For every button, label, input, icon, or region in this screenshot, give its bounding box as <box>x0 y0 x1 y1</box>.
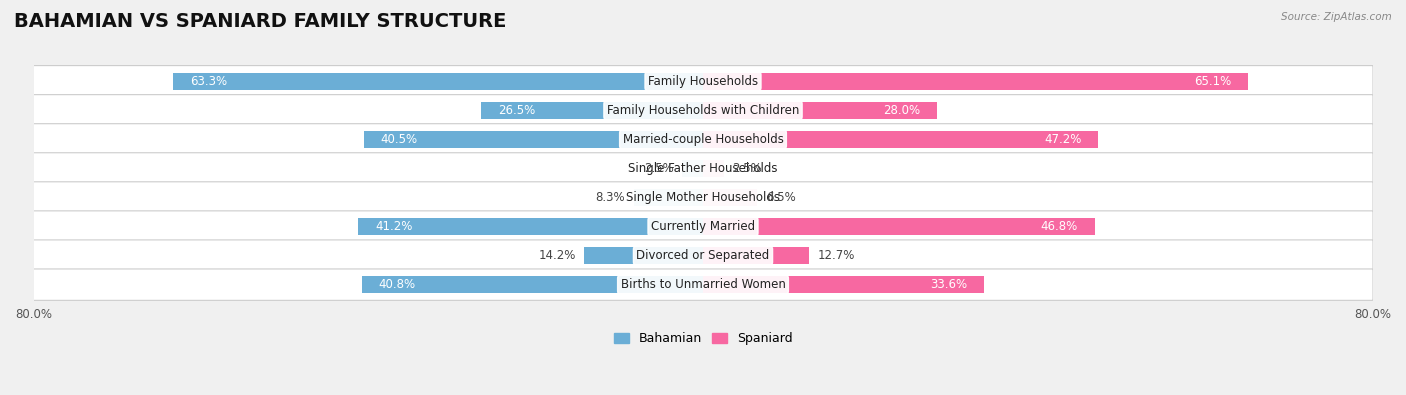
Text: 14.2%: 14.2% <box>538 249 576 262</box>
Text: Source: ZipAtlas.com: Source: ZipAtlas.com <box>1281 12 1392 22</box>
Text: Single Mother Households: Single Mother Households <box>626 191 780 204</box>
Text: 65.1%: 65.1% <box>1194 75 1232 88</box>
Bar <box>703 189 758 206</box>
Text: 8.3%: 8.3% <box>596 191 626 204</box>
FancyBboxPatch shape <box>32 153 1374 184</box>
Bar <box>703 218 1095 235</box>
Bar <box>703 160 724 177</box>
Bar <box>173 73 703 90</box>
Text: 33.6%: 33.6% <box>931 278 967 291</box>
Text: Married-couple Households: Married-couple Households <box>623 133 783 146</box>
Text: 47.2%: 47.2% <box>1043 133 1081 146</box>
Text: 12.7%: 12.7% <box>818 249 855 262</box>
Bar <box>583 247 703 264</box>
Text: Currently Married: Currently Married <box>651 220 755 233</box>
Bar <box>703 276 984 293</box>
Bar <box>364 131 703 148</box>
FancyBboxPatch shape <box>32 95 1374 126</box>
Text: Family Households: Family Households <box>648 75 758 88</box>
Text: 46.8%: 46.8% <box>1040 220 1078 233</box>
Text: 6.5%: 6.5% <box>766 191 796 204</box>
FancyBboxPatch shape <box>32 182 1374 213</box>
Bar <box>359 218 703 235</box>
Bar <box>682 160 703 177</box>
Bar <box>634 189 703 206</box>
Text: 40.5%: 40.5% <box>381 133 418 146</box>
Bar <box>481 102 703 119</box>
Text: 28.0%: 28.0% <box>883 104 921 117</box>
Bar <box>703 73 1247 90</box>
Bar <box>703 102 938 119</box>
FancyBboxPatch shape <box>32 124 1374 155</box>
Text: Divorced or Separated: Divorced or Separated <box>637 249 769 262</box>
Text: BAHAMIAN VS SPANIARD FAMILY STRUCTURE: BAHAMIAN VS SPANIARD FAMILY STRUCTURE <box>14 12 506 31</box>
Bar <box>703 247 810 264</box>
Text: 26.5%: 26.5% <box>498 104 536 117</box>
Text: 41.2%: 41.2% <box>375 220 412 233</box>
Text: 40.8%: 40.8% <box>378 278 415 291</box>
Bar <box>703 131 1098 148</box>
Text: Family Households with Children: Family Households with Children <box>607 104 799 117</box>
FancyBboxPatch shape <box>32 211 1374 242</box>
Text: 2.5%: 2.5% <box>644 162 673 175</box>
FancyBboxPatch shape <box>32 240 1374 271</box>
Text: 2.5%: 2.5% <box>733 162 762 175</box>
Text: Single Father Households: Single Father Households <box>628 162 778 175</box>
FancyBboxPatch shape <box>32 269 1374 300</box>
FancyBboxPatch shape <box>32 66 1374 97</box>
Bar <box>361 276 703 293</box>
Legend: Bahamian, Spaniard: Bahamian, Spaniard <box>609 327 797 350</box>
Text: 63.3%: 63.3% <box>190 75 228 88</box>
Text: Births to Unmarried Women: Births to Unmarried Women <box>620 278 786 291</box>
